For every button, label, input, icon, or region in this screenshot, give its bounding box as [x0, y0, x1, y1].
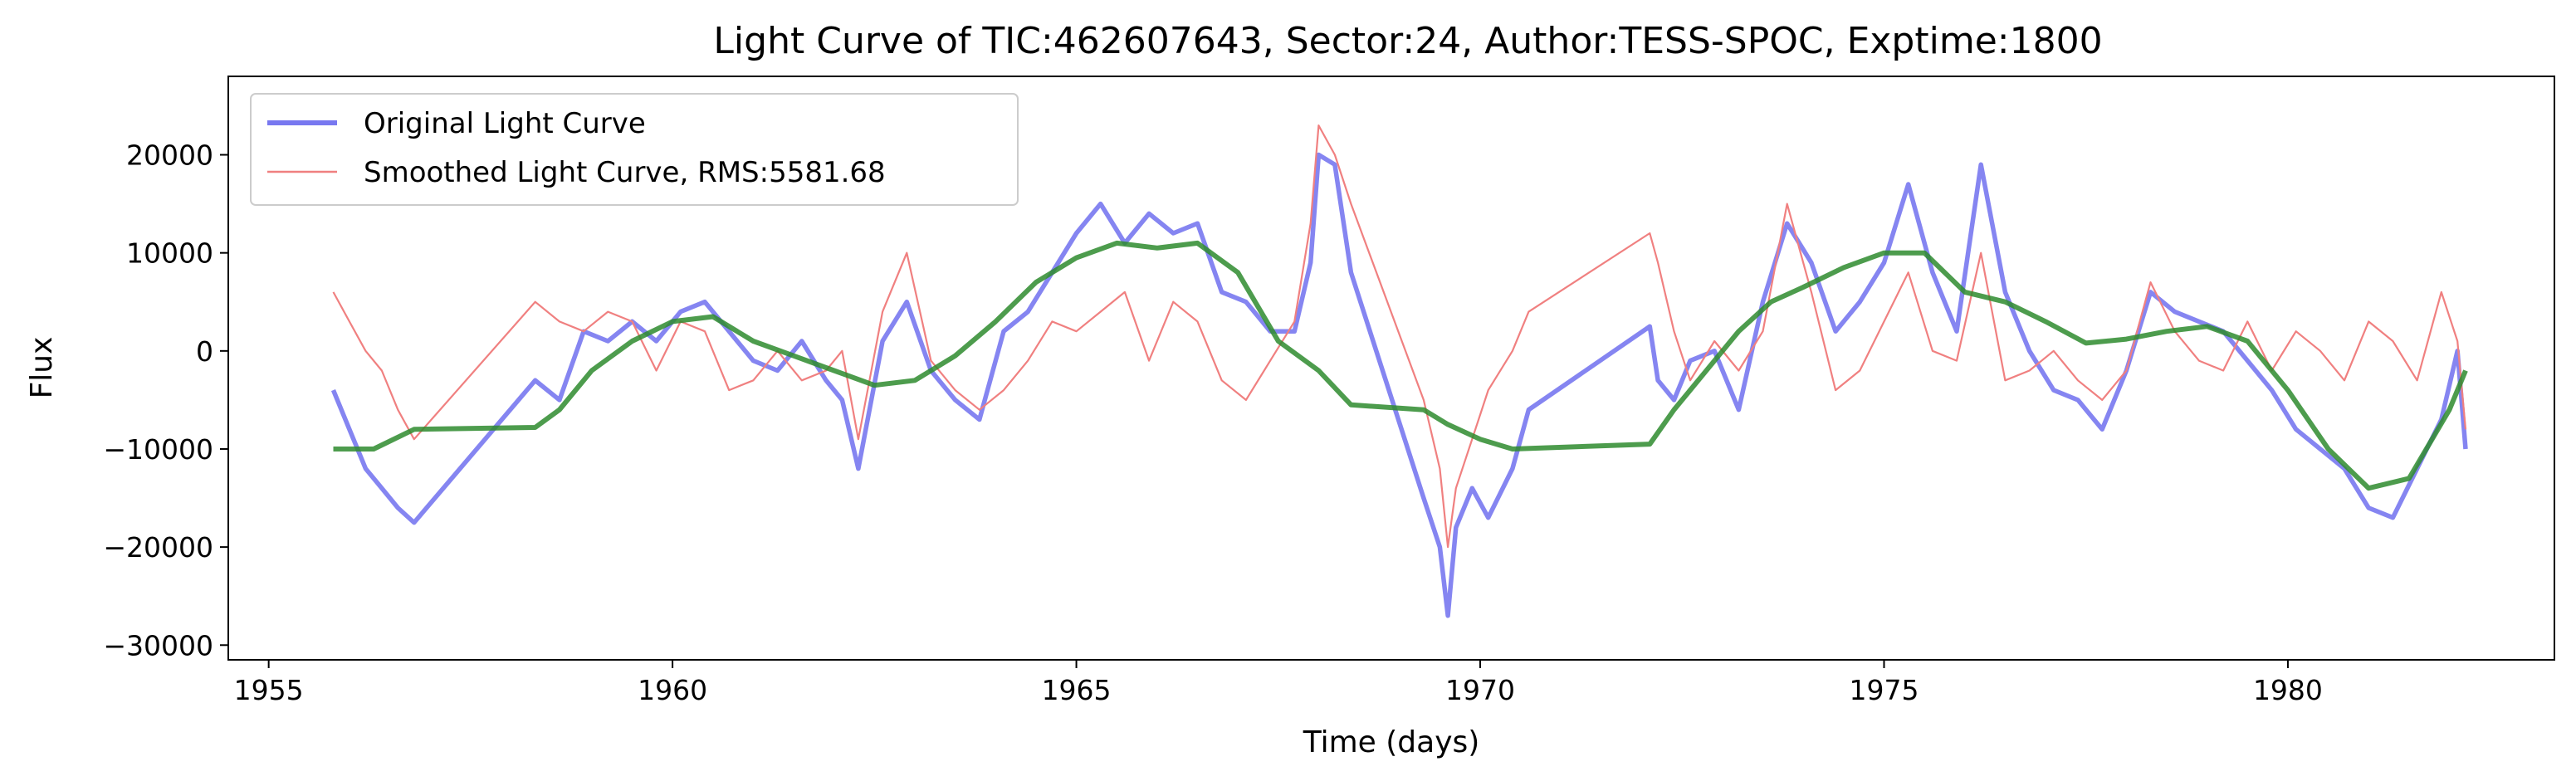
legend-label-smoothed: Smoothed Light Curve, RMS:5581.68 [364, 156, 886, 189]
plot-frame [227, 76, 2555, 661]
y-tick-label: 10000 [126, 237, 213, 270]
y-tick-label: 0 [196, 335, 213, 368]
y-tick-label: −30000 [103, 629, 213, 661]
y-tick-label: −20000 [103, 531, 213, 564]
x-tick-label: 1965 [1042, 674, 1112, 706]
y-axis: −30000 −20000 −10000 0 10000 20000 [103, 139, 228, 661]
series-line-2 [333, 240, 2468, 491]
plot-area [227, 76, 2555, 661]
x-tick-label: 1980 [2253, 674, 2323, 706]
y-axis-title: Flux [25, 337, 59, 399]
legend-box [250, 93, 1019, 206]
y-tick-label: −10000 [103, 433, 213, 466]
y-tick-label: 20000 [126, 139, 213, 172]
series-line-1 [332, 124, 2467, 549]
legend: Original Light Curve Smoothed Light Curv… [250, 93, 1019, 206]
x-tick-label: 1960 [638, 674, 707, 706]
x-axis-title: Time (days) [1303, 725, 1480, 759]
series-line-0 [330, 152, 2468, 618]
x-tick-label: 1970 [1445, 674, 1515, 706]
x-axis: 1955 1960 1965 1970 1975 1980 [234, 660, 2323, 706]
legend-label-original: Original Light Curve [364, 107, 646, 140]
series-layer [330, 124, 2468, 618]
x-tick-label: 1975 [1849, 674, 1919, 706]
chart-title: Light Curve of TIC:462607643, Sector:24,… [713, 20, 2102, 62]
x-tick-label: 1955 [234, 674, 304, 706]
